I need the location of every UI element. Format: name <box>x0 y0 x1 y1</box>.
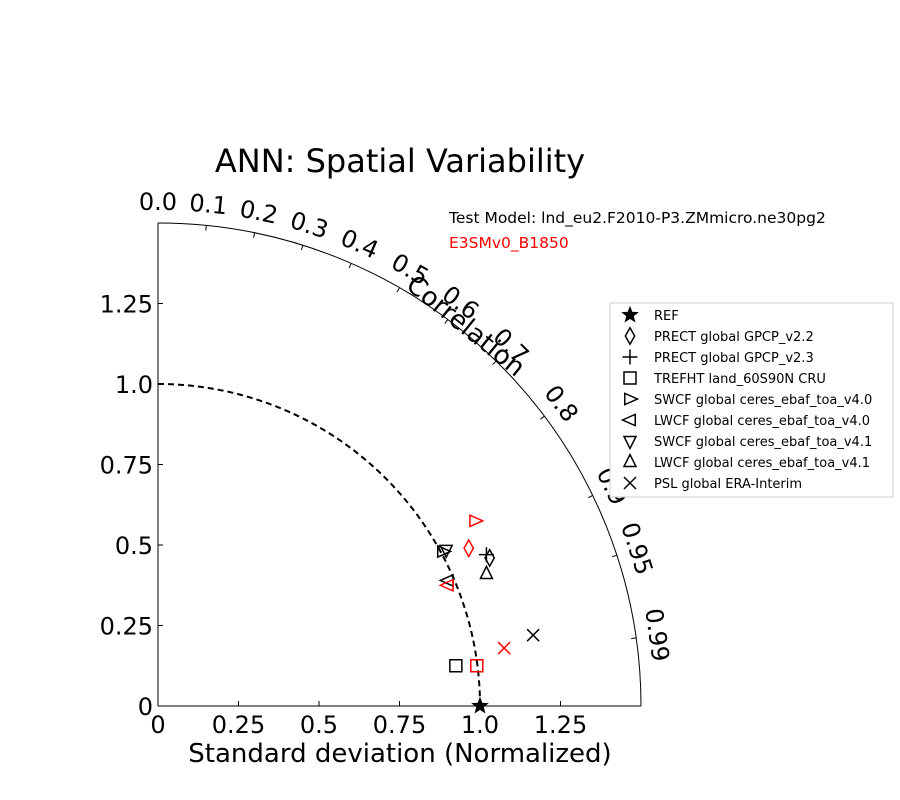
triangle-left-marker <box>438 578 454 593</box>
correlation-tick-mark <box>587 495 593 499</box>
legend-entry-label: SWCF global ceres_ebaf_toa_v4.0 <box>654 393 872 408</box>
triangle-down-marker <box>438 544 454 560</box>
triangle-right-marker <box>469 514 485 528</box>
plus-marker <box>478 547 494 563</box>
square-marker <box>470 659 484 673</box>
x-tick-label: 1.0 <box>461 711 499 739</box>
diamond-marker <box>463 538 475 558</box>
y-tick-label: 1.0 <box>115 371 153 399</box>
legend-triangle-down-icon <box>622 435 638 451</box>
legend-diamond-icon <box>624 326 636 346</box>
x-marker <box>497 641 511 655</box>
legend: REF PRECT global GPCP_v2.2 PRECT global GP… <box>609 302 894 498</box>
legend-triangle-left-icon <box>620 413 636 427</box>
correlation-tick-mark <box>348 263 352 269</box>
legend-entry-label: PSL global ERA-Interim <box>654 477 802 492</box>
x-axis-label: Standard deviation (Normalized) <box>188 739 611 769</box>
reference-arc <box>157 383 481 707</box>
star-marker <box>471 696 489 714</box>
legend-entry-label: REF <box>654 309 679 324</box>
correlation-tick-mark <box>611 554 618 558</box>
legend-entry-label: LWCF global ceres_ebaf_toa_v4.1 <box>654 456 870 471</box>
correlation-tick-mark <box>205 225 207 231</box>
reference-model-label: E3SMv0_B1850 <box>449 234 569 253</box>
data-points <box>436 514 540 714</box>
y-tick-label: 1.25 <box>100 291 153 319</box>
y-tick-label: 0.5 <box>115 532 153 560</box>
x-tick-label: 0.25 <box>212 711 265 739</box>
correlation-tick-mark <box>253 232 256 238</box>
legend-x-icon <box>623 476 637 490</box>
y-tick-label: 0.25 <box>100 613 153 641</box>
legend-triangle-right-icon <box>624 392 640 406</box>
correlation-tick-label: 0.1 <box>188 189 229 221</box>
x-tick-label: 0.5 <box>300 711 338 739</box>
outer-arc <box>157 222 642 707</box>
chart-title: ANN: Spatial Variability <box>215 142 585 180</box>
correlation-tick-mark <box>540 415 545 420</box>
correlation-tick-mark <box>300 245 304 251</box>
legend-entry-label: TREFHT land_60S90N CRU <box>653 372 826 387</box>
correlation-tick-mark <box>444 319 449 324</box>
x-tick-label: 0 <box>150 711 165 739</box>
correlation-tick-label: 0.0 <box>139 188 177 216</box>
test-model-label: Test Model: lnd_eu2.F2010-P3.ZMmicro.ne3… <box>448 209 826 228</box>
legend-entry-label: PRECT global GPCP_v2.3 <box>654 351 814 366</box>
triangle-up-marker <box>479 564 494 580</box>
x-tick-label: 0.75 <box>373 711 426 739</box>
x-marker <box>526 628 540 642</box>
square-marker <box>449 659 463 673</box>
legend-entry-label: SWCF global ceres_ebaf_toa_v4.1 <box>654 435 872 450</box>
legend-triangle-up-icon <box>622 452 638 468</box>
legend-plus-icon <box>622 349 638 365</box>
correlation-tick-mark <box>492 360 497 365</box>
legend-square-icon <box>623 371 637 385</box>
y-tick-label: 0.75 <box>100 452 153 480</box>
x-tick-label: 1.25 <box>534 711 587 739</box>
correlation-tick-mark <box>396 287 400 293</box>
y-tick-label: 0 <box>138 693 153 721</box>
legend-entry-label: LWCF global ceres_ebaf_toa_v4.0 <box>654 414 870 429</box>
correlation-tick-mark <box>631 637 637 640</box>
legend-star-icon <box>621 305 639 323</box>
legend-box <box>609 302 894 498</box>
legend-entry-label: PRECT global GPCP_v2.2 <box>654 330 814 345</box>
